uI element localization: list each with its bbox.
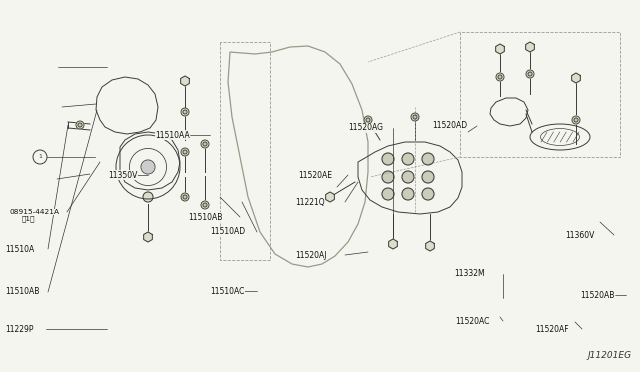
Text: 11520AB: 11520AB: [580, 291, 614, 299]
Circle shape: [382, 171, 394, 183]
Text: 11510AA: 11510AA: [155, 131, 189, 140]
Circle shape: [181, 108, 189, 116]
Polygon shape: [572, 73, 580, 83]
Circle shape: [382, 188, 394, 200]
Polygon shape: [388, 239, 397, 249]
Text: 11221Q: 11221Q: [295, 198, 324, 206]
Circle shape: [183, 110, 187, 114]
Circle shape: [526, 70, 534, 78]
Circle shape: [181, 148, 189, 156]
Circle shape: [402, 153, 414, 165]
Circle shape: [78, 123, 82, 127]
Circle shape: [201, 140, 209, 148]
Text: 11520AF: 11520AF: [535, 324, 568, 334]
Text: J11201EG: J11201EG: [588, 351, 632, 360]
Polygon shape: [426, 241, 435, 251]
Circle shape: [413, 115, 417, 119]
Text: 11510AB: 11510AB: [5, 288, 40, 296]
Circle shape: [181, 193, 189, 201]
Polygon shape: [495, 44, 504, 54]
Circle shape: [402, 171, 414, 183]
Text: 11510AD: 11510AD: [210, 228, 245, 237]
Polygon shape: [525, 42, 534, 52]
Circle shape: [572, 116, 580, 124]
Circle shape: [422, 153, 434, 165]
Circle shape: [496, 73, 504, 81]
Circle shape: [183, 195, 187, 199]
Text: 11510AC: 11510AC: [210, 286, 244, 295]
Text: 11360V: 11360V: [565, 231, 595, 240]
Text: 11520AG: 11520AG: [348, 124, 383, 132]
Text: 11520AJ: 11520AJ: [295, 250, 326, 260]
Circle shape: [141, 160, 155, 174]
Circle shape: [422, 188, 434, 200]
Polygon shape: [143, 232, 152, 242]
Circle shape: [574, 118, 578, 122]
Circle shape: [203, 203, 207, 207]
Text: 11229P: 11229P: [5, 324, 33, 334]
Circle shape: [411, 113, 419, 121]
Text: 11520AE: 11520AE: [298, 170, 332, 180]
Text: 1）: 1）: [22, 216, 35, 222]
Circle shape: [382, 153, 394, 165]
Text: 11510AB: 11510AB: [188, 212, 222, 221]
Polygon shape: [326, 192, 334, 202]
Text: 1: 1: [38, 154, 42, 160]
Circle shape: [528, 72, 532, 76]
Text: 08915-4421A: 08915-4421A: [10, 209, 60, 215]
Text: 11510A: 11510A: [5, 244, 35, 253]
Circle shape: [183, 150, 187, 154]
Circle shape: [76, 121, 84, 129]
Text: 11332M: 11332M: [454, 269, 484, 279]
Circle shape: [422, 171, 434, 183]
Circle shape: [201, 201, 209, 209]
Text: 11520AC: 11520AC: [455, 317, 490, 326]
Circle shape: [143, 192, 153, 202]
Circle shape: [203, 142, 207, 146]
Text: 11350V: 11350V: [108, 170, 138, 180]
Polygon shape: [180, 76, 189, 86]
Circle shape: [364, 116, 372, 124]
Circle shape: [402, 188, 414, 200]
Circle shape: [498, 75, 502, 79]
Circle shape: [366, 118, 370, 122]
Text: 11520AD: 11520AD: [432, 122, 467, 131]
